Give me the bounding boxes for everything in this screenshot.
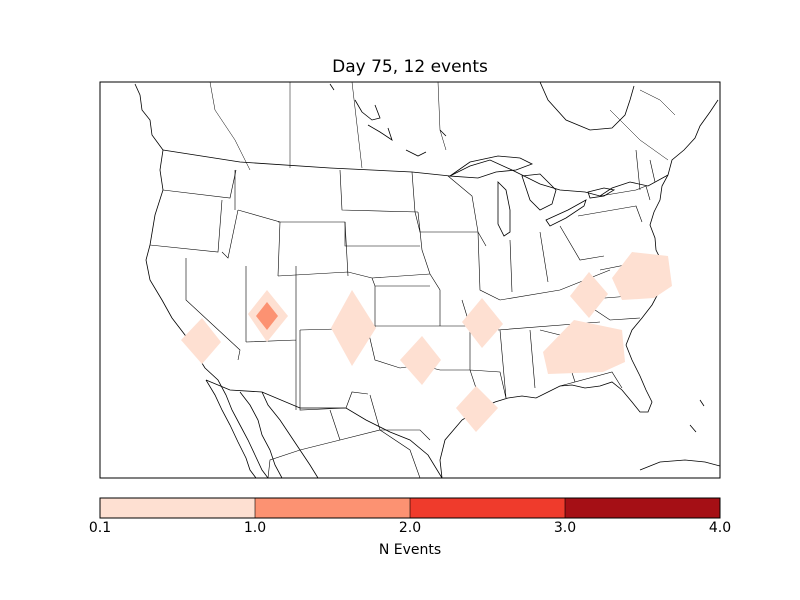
mexico-coast [261, 391, 319, 478]
colorbar-bin-3 [565, 498, 720, 518]
pacific-coastline [134, 83, 269, 478]
canada-province-lines [209, 82, 676, 171]
atlantic-coast [625, 99, 719, 346]
colorbar-tick-3: 3.0 [553, 520, 577, 536]
caribbean-islands [639, 399, 720, 471]
lake-erie [545, 199, 587, 227]
colorbar-tick-2: 2.0 [398, 520, 422, 536]
event-region-missouri [462, 298, 503, 348]
event-regions [181, 252, 672, 432]
lake-superior [448, 155, 533, 179]
event-region-virginia [612, 252, 672, 300]
colorbar-bin-1 [255, 498, 410, 518]
event-region-south-texas [456, 386, 498, 432]
us-canada-border [162, 149, 669, 197]
map-title: Day 75, 12 events [332, 57, 488, 77]
hudson-bay-shore [539, 82, 635, 131]
event-region-eastern-colorado [331, 290, 376, 366]
lake-ontario [587, 187, 616, 199]
colorbar-tick-4: 4.0 [708, 520, 732, 536]
event-region-utah-core [256, 302, 278, 330]
colorbar-bin-0 [100, 498, 255, 518]
colorbar-frame [99, 497, 721, 519]
lake-michigan [497, 181, 511, 237]
event-region-oklahoma [400, 336, 441, 385]
canadian-lakes [329, 83, 447, 157]
baja-california [205, 379, 283, 478]
event-region-western-north-carolina [570, 272, 608, 318]
us-mexico-border [205, 379, 443, 478]
colorbar-bin-2 [410, 498, 565, 518]
map-frame [99, 81, 721, 479]
lake-huron [521, 173, 557, 211]
colorbar-tick-1: 1.0 [243, 520, 267, 536]
colorbar-label: N Events [378, 542, 442, 558]
colorbar [99, 497, 721, 519]
colorbar-tick-0: 0.1 [88, 520, 112, 536]
event-region-central-california [181, 318, 221, 364]
event-region-georgia-carolinas [543, 320, 625, 374]
